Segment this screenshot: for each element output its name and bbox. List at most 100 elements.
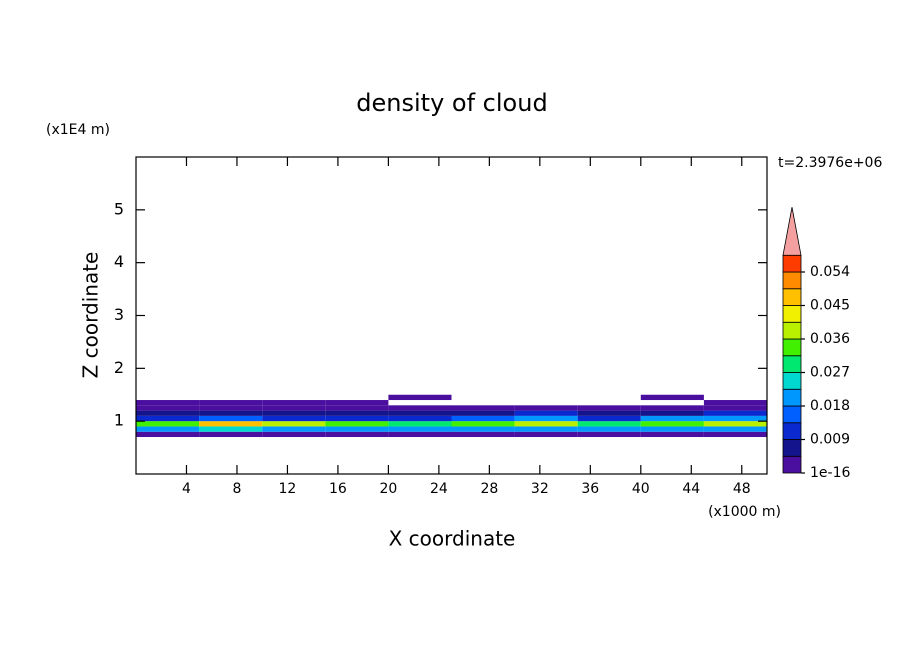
- colorbar-box: [782, 422, 802, 440]
- contour-cell: [703, 426, 767, 432]
- x-tick-label: 48: [733, 481, 751, 497]
- colorbar-box: [782, 338, 802, 357]
- contour-cell: [388, 421, 452, 427]
- contour-cell: [388, 405, 452, 411]
- colorbar-tick-label: 0.036: [810, 331, 850, 347]
- colorbar-box: [782, 271, 802, 290]
- x-unit: (x1000 m): [708, 504, 781, 520]
- y-tick-label: 5: [114, 199, 124, 218]
- x-tick-label: 20: [379, 481, 397, 497]
- contour-cell: [136, 426, 200, 432]
- contour-cell: [577, 421, 641, 427]
- contour-cell: [262, 405, 326, 411]
- contour-cell: [451, 426, 515, 432]
- contour-cell: [199, 410, 263, 416]
- contour-cell: [577, 415, 641, 422]
- contour-cell: [640, 415, 704, 422]
- contour-cell: [640, 426, 704, 432]
- contour-cell: [325, 426, 389, 432]
- colorbar-box: [782, 254, 802, 273]
- colorbar-box: [782, 439, 802, 457]
- x-tick-label: 16: [329, 481, 347, 497]
- colorbar-box: [782, 288, 802, 306]
- y-unit: (x1E4 m): [46, 122, 110, 138]
- contour-cell: [136, 415, 200, 422]
- y-tick-label: 4: [114, 252, 124, 271]
- contour-cell: [514, 410, 578, 416]
- x-axis-label: X coordinate: [389, 527, 516, 551]
- contour-cell: [199, 431, 263, 438]
- colorbar-tick-label: 0.027: [810, 365, 850, 381]
- contour-cell: [451, 421, 515, 427]
- contour-cell: [577, 426, 641, 432]
- contour-cell: [136, 410, 200, 416]
- contour-cell: [577, 405, 641, 411]
- x-tick-label: 12: [279, 481, 297, 497]
- contour-cell: [325, 410, 389, 416]
- contour-cell: [136, 400, 200, 406]
- contour-cell: [703, 400, 767, 406]
- colorbar-box: [782, 455, 802, 474]
- colorbar-box: [782, 321, 802, 340]
- contour-cell: [703, 421, 767, 427]
- contour-cell: [703, 405, 767, 411]
- y-axis-label: Z coordinate: [79, 252, 103, 379]
- y-tick-label: 3: [114, 305, 124, 324]
- contour-cell: [703, 415, 767, 422]
- contour-cell: [514, 421, 578, 427]
- contour-cell: [262, 426, 326, 432]
- contour-cell: [262, 415, 326, 422]
- contour-cell: [451, 415, 515, 422]
- contour-cell: [514, 431, 578, 438]
- x-tick-label: 4: [182, 481, 191, 497]
- contour-cell: [451, 410, 515, 416]
- chart-title: density of cloud: [356, 89, 547, 117]
- contour-cell: [199, 421, 263, 427]
- contour-cell: [514, 405, 578, 411]
- contour-cell: [199, 415, 263, 422]
- colorbar-box: [782, 405, 802, 424]
- contour-cell: [514, 415, 578, 422]
- contour-cell: [451, 405, 515, 411]
- contour-cell: [325, 415, 389, 422]
- contour-cell: [514, 426, 578, 432]
- contour-cell: [451, 431, 515, 438]
- contour-cell: [388, 415, 452, 422]
- contour-cell: [640, 421, 704, 427]
- contour-cell: [703, 431, 767, 438]
- x-tick-label: 44: [682, 481, 700, 497]
- contour-cell: [577, 410, 641, 416]
- colorbar-box: [782, 372, 802, 390]
- contour-cell: [640, 405, 704, 411]
- contour-cell: [199, 426, 263, 432]
- y-tick-label: 1: [114, 411, 124, 430]
- contour-cell: [262, 431, 326, 438]
- contour-cell: [640, 394, 704, 401]
- x-tick-label: 28: [480, 481, 498, 497]
- contour-cell: [325, 421, 389, 427]
- contour-cell: [136, 431, 200, 438]
- contour-cell: [136, 405, 200, 411]
- x-tick-label: 40: [632, 481, 650, 497]
- colorbar-box: [782, 388, 802, 407]
- contour-cell: [577, 431, 641, 438]
- colorbar-tick-label: 1e-16: [810, 465, 850, 481]
- time-label: t=2.3976e+06: [778, 155, 882, 171]
- x-tick-label: 8: [232, 481, 241, 497]
- colorbar-box: [782, 305, 802, 323]
- contour-cell: [325, 400, 389, 406]
- contour-cell: [199, 400, 263, 406]
- contour-cell: [262, 410, 326, 416]
- x-tick-label: 24: [430, 481, 448, 497]
- colorbar-box: [782, 355, 802, 373]
- colorbar-tick-label: 0.045: [810, 298, 850, 314]
- contour-cell: [640, 410, 704, 416]
- contour-cell: [388, 426, 452, 432]
- contour-cell: [262, 421, 326, 427]
- contour-cell: [640, 431, 704, 438]
- x-tick-label: 36: [581, 481, 599, 497]
- colorbar-tick-label: 0.054: [810, 264, 850, 280]
- contour-cell: [262, 400, 326, 406]
- contour-cell: [703, 410, 767, 416]
